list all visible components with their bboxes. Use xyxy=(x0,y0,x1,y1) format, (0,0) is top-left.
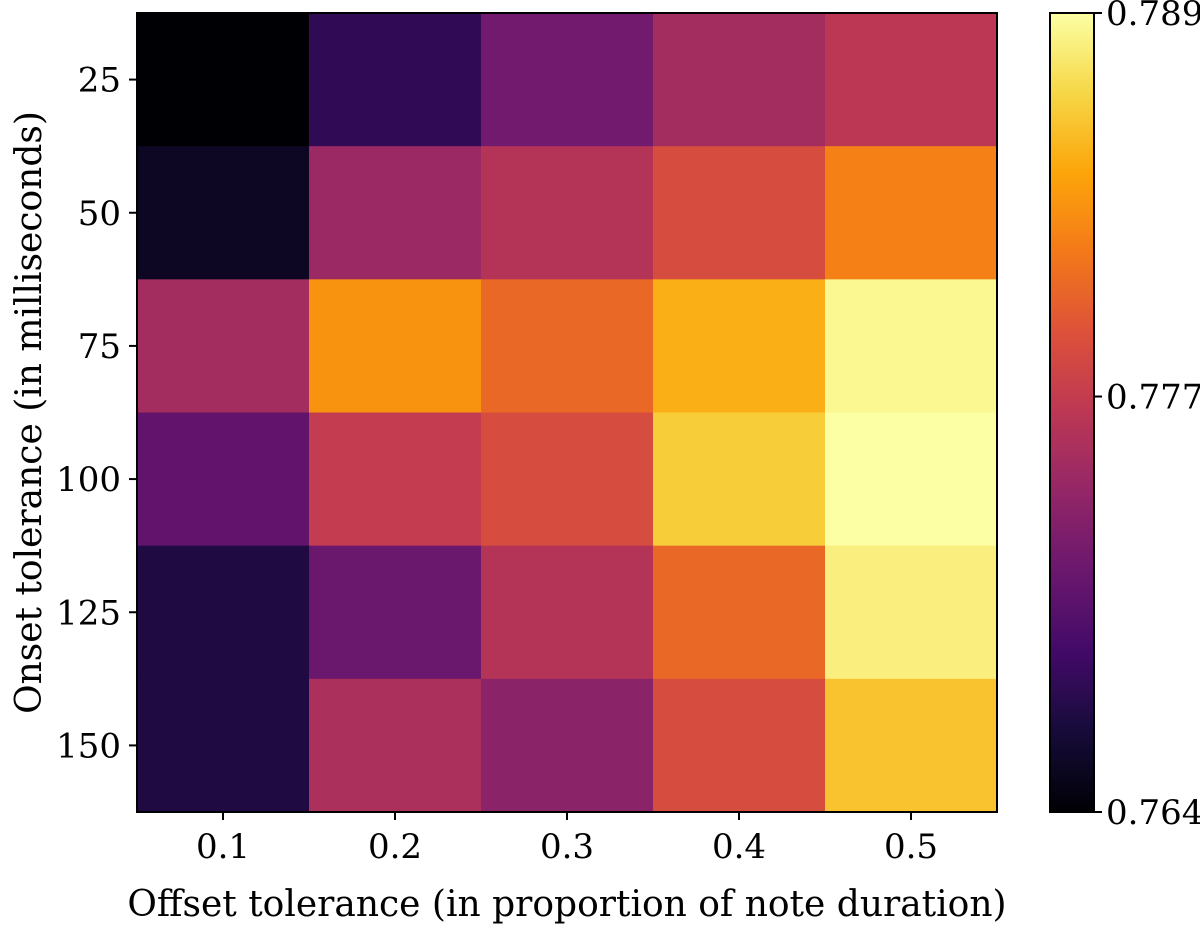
y-tick-label: 100 xyxy=(56,460,121,500)
heatmap-cell-r1-c2 xyxy=(481,146,654,280)
heatmap-cell-r4-c2 xyxy=(481,545,654,680)
heatmap-cell-r4-c4 xyxy=(825,545,998,680)
colorbar-tick-label: 0.764 xyxy=(1106,793,1200,833)
heatmap-cell-r0-c4 xyxy=(825,13,998,147)
heatmap-cell-r5-c2 xyxy=(481,678,654,813)
heatmap-cell-r4-c0 xyxy=(137,545,310,680)
y-tick-label: 75 xyxy=(78,327,121,367)
colorbar-tick-label: 0.789 xyxy=(1106,0,1200,34)
heatmap-cell-r0-c3 xyxy=(653,13,826,147)
heatmap-cell-r2-c1 xyxy=(309,279,482,414)
heatmap-cells xyxy=(137,13,998,813)
heatmap-cell-r1-c1 xyxy=(309,146,482,280)
heatmap-cell-r4-c3 xyxy=(653,545,826,680)
heatmap-cell-r1-c0 xyxy=(137,146,310,280)
heatmap-cell-r5-c1 xyxy=(309,678,482,813)
heatmap-cell-r3-c3 xyxy=(653,412,826,547)
x-tick-label: 0.3 xyxy=(540,827,594,867)
x-tick-label: 0.5 xyxy=(884,827,938,867)
heatmap-cell-r4-c1 xyxy=(309,545,482,680)
heatmap-cell-r2-c2 xyxy=(481,279,654,414)
x-tick-label: 0.1 xyxy=(196,827,250,867)
heatmap-cell-r1-c4 xyxy=(825,146,998,280)
heatmap-cell-r5-c4 xyxy=(825,678,998,813)
heatmap-cell-r0-c1 xyxy=(309,13,482,147)
colorbar xyxy=(1049,12,1095,813)
y-tick-label: 25 xyxy=(78,61,121,101)
heatmap-cell-r0-c2 xyxy=(481,13,654,147)
y-axis-ticks: 25 50 75 100 125 150 xyxy=(56,61,137,766)
y-tick-label: 50 xyxy=(78,194,121,234)
y-tick-label: 150 xyxy=(56,726,121,766)
heatmap-cell-r5-c3 xyxy=(653,678,826,813)
x-tick-label: 0.2 xyxy=(368,827,422,867)
heatmap-cell-r3-c0 xyxy=(137,412,310,547)
x-axis-label: Offset tolerance (in proportion of note … xyxy=(127,884,1006,925)
colorbar-ticks: 0.764 0.777 0.789 xyxy=(1094,0,1200,833)
x-tick-label: 0.4 xyxy=(712,827,766,867)
heatmap-cell-r2-c3 xyxy=(653,279,826,414)
heatmap-cell-r3-c1 xyxy=(309,412,482,547)
y-axis-label: Onset tolerance (in milliseconds) xyxy=(9,111,50,714)
y-tick-label: 125 xyxy=(56,593,121,633)
heatmap-cell-r2-c4 xyxy=(825,279,998,414)
heatmap-cell-r1-c3 xyxy=(653,146,826,280)
heatmap-cell-r3-c4 xyxy=(825,412,998,547)
heatmap-cell-r2-c0 xyxy=(137,279,310,414)
heatmap-cell-r3-c2 xyxy=(481,412,654,547)
heatmap-cell-r0-c0 xyxy=(137,13,310,147)
heatmap-cell-r5-c0 xyxy=(137,678,310,813)
colorbar-tick-label: 0.777 xyxy=(1106,378,1200,418)
x-axis-ticks: 0.1 0.2 0.3 0.4 0.5 xyxy=(196,812,938,867)
